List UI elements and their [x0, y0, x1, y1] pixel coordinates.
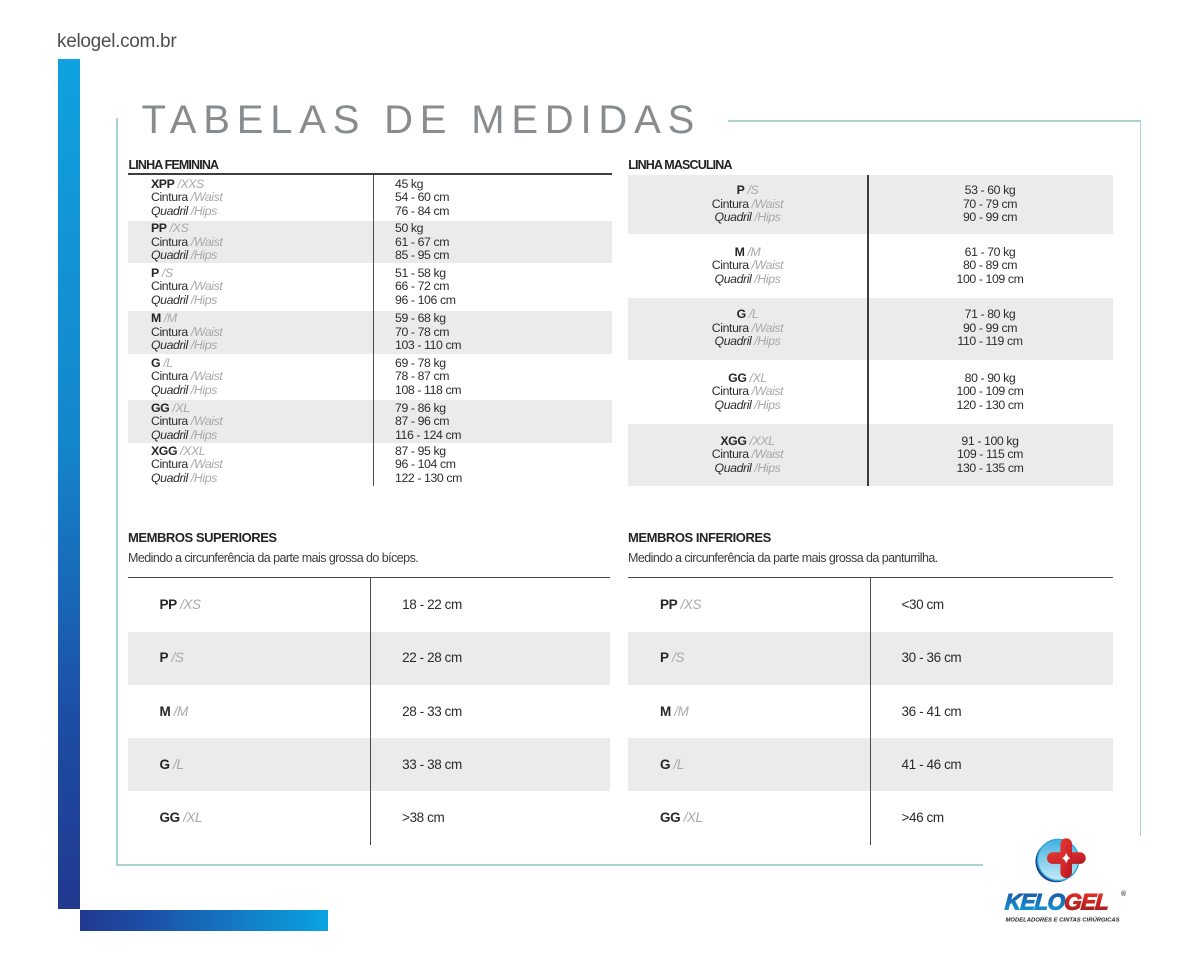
- svg-text:®: ®: [1121, 890, 1127, 898]
- svg-text:KELOGEL: KELOGEL: [1004, 890, 1109, 915]
- svg-text:MODELADORES E CINTAS CIRÚRGICA: MODELADORES E CINTAS CIRÚRGICAS: [1006, 917, 1120, 924]
